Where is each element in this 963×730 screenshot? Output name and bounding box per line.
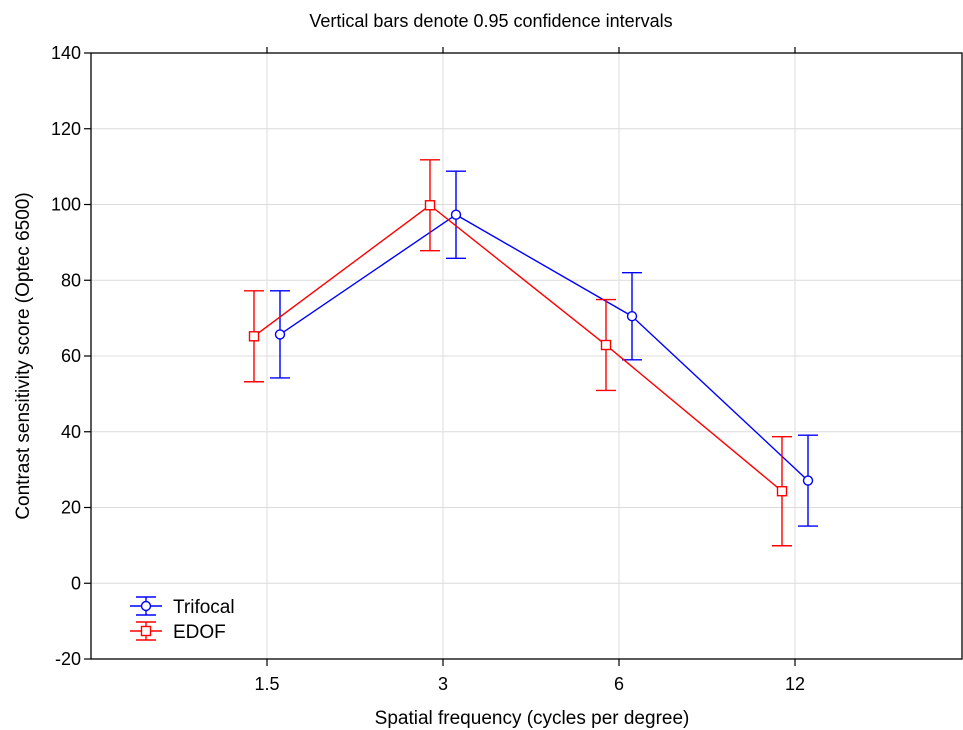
y-tick-label: 0 bbox=[71, 573, 81, 593]
x-tick-label: 12 bbox=[785, 674, 805, 694]
y-tick-label: -20 bbox=[55, 649, 81, 669]
legend-item-trifocal: Trifocal bbox=[130, 596, 235, 618]
data-point bbox=[424, 200, 436, 211]
legend-label: Trifocal bbox=[173, 597, 235, 618]
data-point bbox=[600, 339, 612, 351]
series-line bbox=[279, 213, 809, 482]
x-tick-label: 1.5 bbox=[254, 674, 279, 694]
series-layer bbox=[244, 159, 818, 547]
grid bbox=[91, 53, 962, 659]
data-point bbox=[626, 311, 638, 322]
chart-title: Vertical bars denote 0.95 confidence int… bbox=[309, 11, 672, 31]
series-trifocal bbox=[270, 170, 818, 527]
data-point bbox=[450, 209, 462, 220]
legend-label: EDOF bbox=[173, 622, 226, 643]
data-point bbox=[248, 331, 260, 342]
legend-marker bbox=[140, 600, 152, 612]
data-point bbox=[802, 475, 814, 486]
y-tick-label: 120 bbox=[51, 119, 81, 139]
x-axis-title: Spatial frequency (cycles per degree) bbox=[375, 708, 690, 729]
y-tick-label: 40 bbox=[61, 422, 81, 442]
y-tick-label: 140 bbox=[51, 43, 81, 63]
axis-ticks: -20 0 20 40 60 80 100 120 140 1.5 3 6 12 bbox=[51, 43, 805, 694]
y-axis-title: Contrast sensitivity score (Optec 6500) bbox=[13, 192, 34, 519]
y-tick-label: 80 bbox=[61, 270, 81, 290]
legend: Trifocal EDOF bbox=[130, 596, 235, 643]
legend-marker bbox=[140, 625, 152, 637]
series-edof bbox=[244, 159, 792, 547]
y-tick-label: 60 bbox=[61, 346, 81, 366]
y-tick-label: 100 bbox=[51, 195, 81, 215]
series-line bbox=[253, 204, 783, 492]
data-point bbox=[776, 486, 788, 497]
data-point bbox=[274, 329, 286, 340]
x-tick-label: 3 bbox=[438, 674, 448, 694]
y-tick-label: 20 bbox=[61, 498, 81, 518]
x-tick-label: 6 bbox=[614, 674, 624, 694]
legend-item-edof: EDOF bbox=[130, 621, 226, 643]
